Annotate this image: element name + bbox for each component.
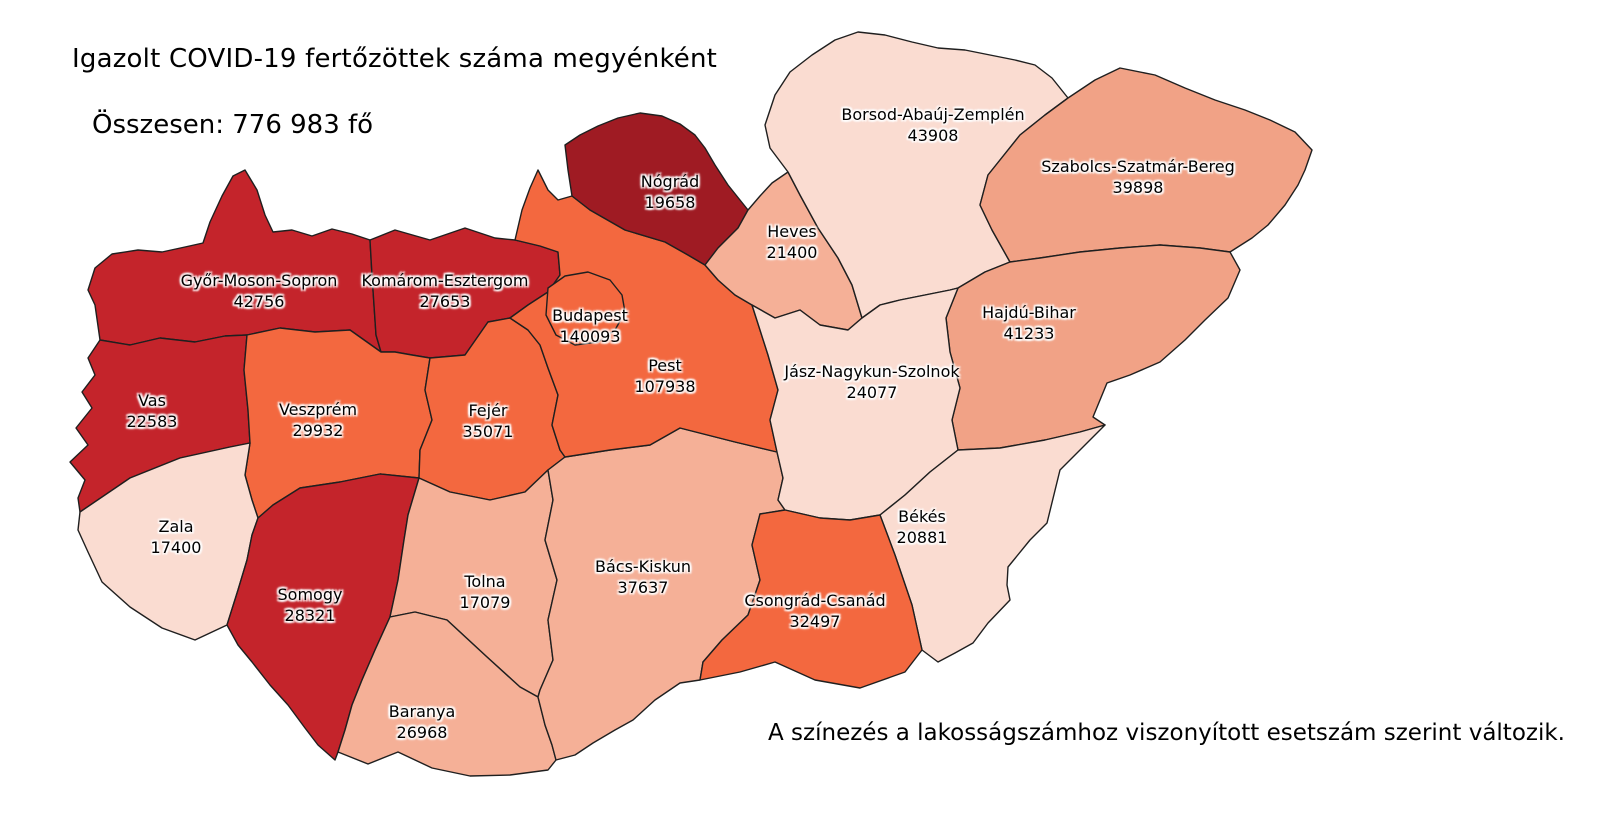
county-shape-nograd	[564, 112, 749, 266]
county-shape-hajdu-bihar	[945, 244, 1241, 451]
county-shape-bacs-kiskun	[537, 427, 786, 761]
county-shape-csongrad-csanad	[699, 509, 923, 689]
county-shape-szabolcs-szatmar-bereg	[979, 67, 1313, 263]
map-title: Igazolt COVID-19 fertőzöttek száma megyé…	[72, 44, 718, 74]
county-shape-budapest	[545, 271, 626, 346]
color-scale-note: A színezés a lakosságszámhoz viszonyítot…	[768, 720, 1565, 746]
county-shape-baranya	[337, 611, 557, 777]
county-shape-gyor-moson-sopron	[87, 169, 382, 353]
total-count-label: Összesen: 776 983 fő	[92, 110, 374, 140]
